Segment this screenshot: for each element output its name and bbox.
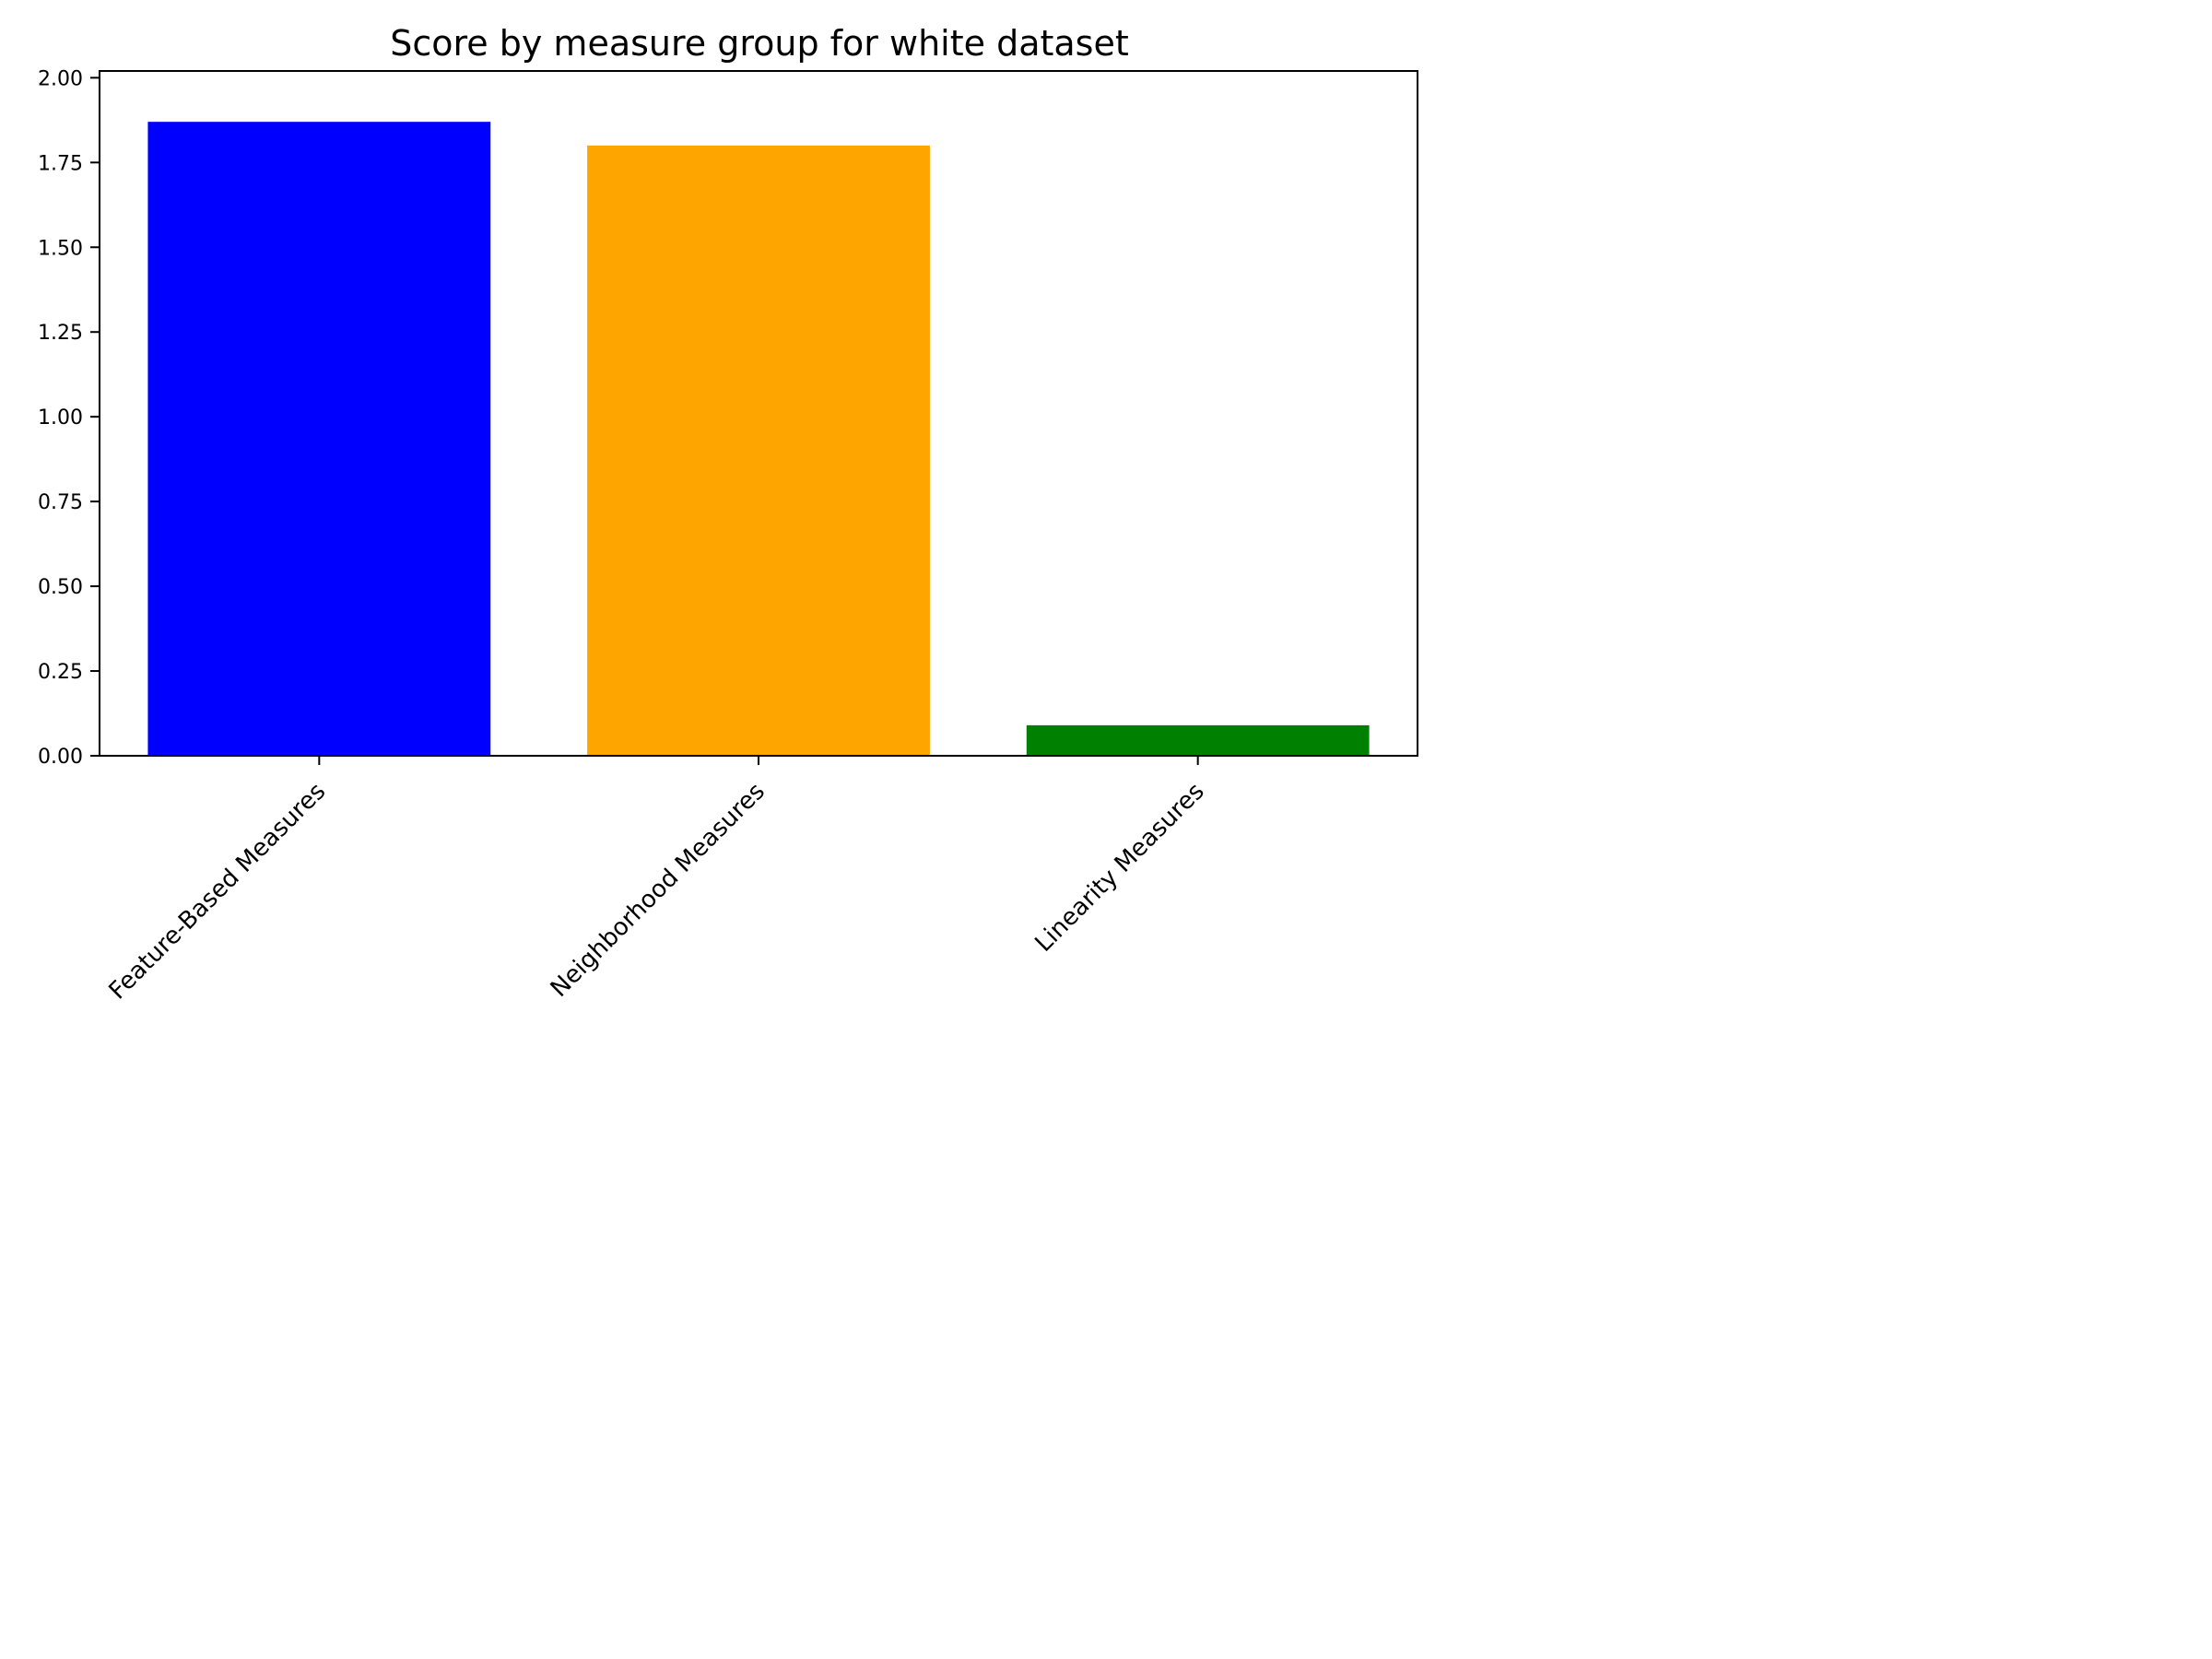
bar-feature-based-measures [147, 122, 491, 756]
y-tick-label: 1.50 [38, 237, 83, 260]
x-axis: Feature-Based Measures Neighborhood Measu… [104, 756, 1210, 1005]
bar-neighborhood-measures [587, 145, 930, 757]
chart-title: Score by measure group for white dataset [390, 23, 1129, 64]
x-tick-label: Feature-Based Measures [104, 778, 332, 1006]
x-tick-label: Linearity Measures [1030, 778, 1210, 958]
y-axis: 0.00 0.25 0.50 0.75 1.00 1.25 1.50 1.75 2.00 [38, 67, 100, 769]
y-tick-label: 0.25 [38, 661, 83, 684]
bar-linearity-measures [1026, 724, 1370, 756]
y-tick-label: 0.50 [38, 576, 83, 599]
y-tick-label: 1.75 [38, 152, 83, 175]
y-tick-label: 1.25 [38, 322, 83, 345]
bar-chart: Score by measure group for white dataset… [38, 23, 1418, 1005]
y-tick-label: 2.00 [38, 67, 83, 90]
y-tick-label: 0.00 [38, 746, 83, 769]
x-tick-label: Neighborhood Measures [546, 778, 771, 1003]
y-tick-label: 0.75 [38, 491, 83, 514]
y-tick-label: 1.00 [38, 406, 83, 429]
bars-layer [147, 122, 1370, 757]
plot-area-frame [99, 70, 1418, 757]
